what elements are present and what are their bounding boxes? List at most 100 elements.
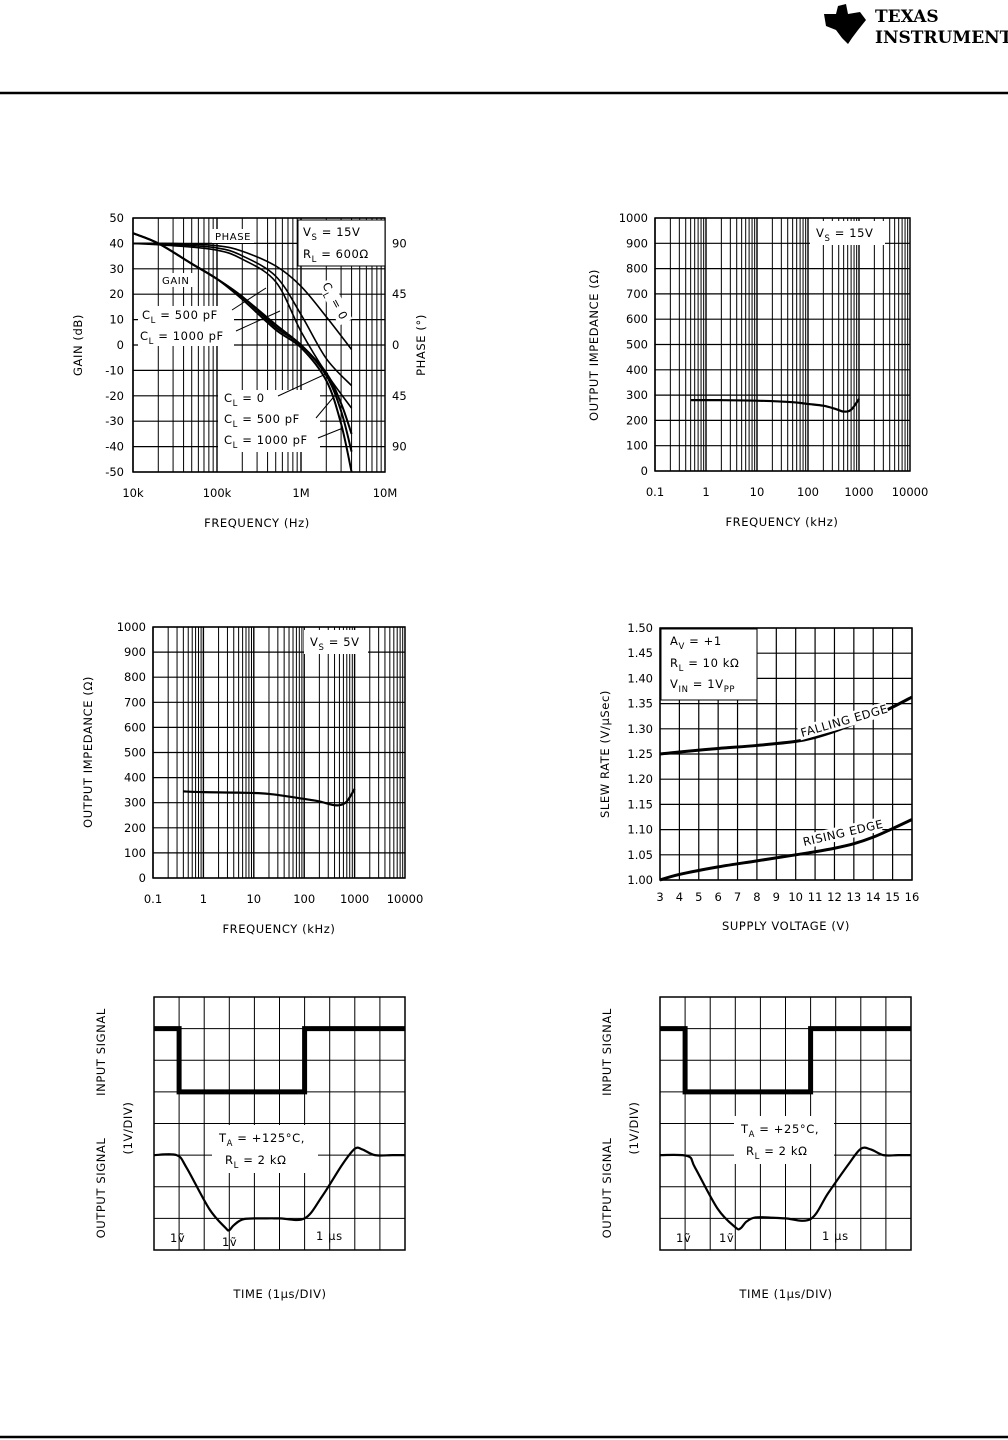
y-tick-label: 300 bbox=[626, 388, 648, 402]
vs-value: = 15V bbox=[830, 226, 873, 240]
y-tick-label: -20 bbox=[105, 389, 124, 403]
svg-text:RL = 10 kΩ: RL = 10 kΩ bbox=[670, 656, 739, 674]
x-tick-label: 14 bbox=[866, 890, 881, 904]
y-tick-label: 0 bbox=[117, 338, 124, 352]
vs-subscript: S bbox=[318, 643, 324, 653]
x-tick-label: 13 bbox=[847, 890, 862, 904]
vs-symbol: V bbox=[303, 225, 311, 239]
cl500-label: = 500 pF bbox=[238, 412, 300, 426]
scope-25c-annotations: TA = +25°C, RL = 2 kΩ 1ṽ 1ṽ 1 µs bbox=[676, 1116, 849, 1245]
x-tick-label: 1000 bbox=[844, 485, 873, 499]
arrow-icon bbox=[235, 310, 281, 332]
x-tick-label: 8 bbox=[753, 890, 760, 904]
ta-subscript: A bbox=[227, 1139, 233, 1149]
y-tick-label: 200 bbox=[124, 821, 146, 835]
svg-text:VS = 15V: VS = 15V bbox=[816, 226, 874, 244]
x-tick-label: 12 bbox=[827, 890, 842, 904]
cl-subscript: L bbox=[149, 337, 154, 347]
y-tick-label: -40 bbox=[105, 440, 124, 454]
ta-subscript: A bbox=[749, 1130, 755, 1140]
svg-text:RL = 600Ω: RL = 600Ω bbox=[303, 247, 369, 265]
y-tick-label: 1.45 bbox=[627, 646, 653, 660]
rl-symbol: R bbox=[746, 1144, 755, 1158]
impedance-15v-annotation: VS = 15V bbox=[810, 221, 885, 245]
x-tick-label: 10 bbox=[788, 890, 803, 904]
rl-subscript: L bbox=[312, 255, 317, 265]
chart-4: TIME (1µs/DIV) INPUT SIGNAL (1V/DIV) OUTPUT… bbox=[94, 996, 406, 1301]
grid bbox=[154, 997, 405, 1250]
svg-text:CL = 0: CL = 0 bbox=[224, 391, 265, 409]
volts-per-div-label: (1V/DIV) bbox=[627, 1102, 641, 1155]
marker-1: 1ṽ bbox=[676, 1231, 691, 1245]
vs-symbol: V bbox=[310, 635, 318, 649]
x-tick-label: 6 bbox=[714, 890, 721, 904]
x-tick-label: 1M bbox=[292, 486, 309, 500]
x-tick-label: 10 bbox=[246, 892, 261, 906]
chart-0: 10k 100k 1M 10M 50 40 30 20 10 0 -10 -20 -30 -40 -50 90… bbox=[71, 211, 428, 530]
y-axis-label: GAIN (dB) bbox=[71, 314, 85, 376]
brand-line-1: TEXAS bbox=[875, 7, 939, 27]
rl-symbol: R bbox=[303, 247, 312, 261]
arrow-icon bbox=[317, 427, 344, 439]
x-tick-label: 1 bbox=[200, 892, 207, 906]
cl-subscript: L bbox=[233, 399, 238, 409]
series-line-0 bbox=[183, 788, 356, 807]
vs-subscript: S bbox=[311, 233, 317, 243]
y-tick-label: 100 bbox=[626, 439, 648, 453]
av-subscript: V bbox=[678, 642, 684, 652]
cl-subscript: L bbox=[320, 291, 331, 300]
y-tick-label: 700 bbox=[124, 695, 146, 709]
x-tick-label: 9 bbox=[773, 890, 780, 904]
plot-frame bbox=[654, 217, 911, 472]
y-tick-label: 900 bbox=[626, 236, 648, 250]
x-axis-label: FREQUENCY (Hz) bbox=[204, 516, 310, 530]
svg-text:VS = 15V: VS = 15V bbox=[303, 225, 361, 243]
y-axis-label: OUTPUT IMPEDANCE (Ω) bbox=[587, 269, 601, 421]
vs-value: = 5V bbox=[324, 635, 359, 649]
y-tick-label: 600 bbox=[626, 312, 648, 326]
x-tick-label: 10k bbox=[122, 486, 144, 500]
rl-subscript: L bbox=[755, 1152, 760, 1162]
x-tick-label: 3 bbox=[656, 890, 663, 904]
vin-symbol: V bbox=[670, 677, 678, 691]
series-line-1 bbox=[153, 1146, 405, 1232]
y-tick-label: 1.00 bbox=[627, 873, 653, 887]
cl-symbol: C bbox=[140, 329, 149, 343]
cl-subscript: L bbox=[233, 420, 238, 430]
x-tick-label: 100 bbox=[797, 485, 819, 499]
vs-subscript: S bbox=[824, 234, 830, 244]
svg-text:CL = 500 pF: CL = 500 pF bbox=[224, 412, 300, 430]
svg-text:CL = 500 pF: CL = 500 pF bbox=[142, 308, 218, 326]
vin-subscript: IN bbox=[678, 685, 688, 695]
ta-symbol: T bbox=[740, 1122, 749, 1136]
y-tick-label: 40 bbox=[109, 236, 124, 250]
y-tick-label: 1000 bbox=[619, 211, 648, 225]
vs-symbol: V bbox=[816, 226, 824, 240]
x-tick-label: 15 bbox=[885, 890, 900, 904]
chart-3: 3 4 5 6 7 8 9 10 11 12 13 14 15 16 1.50 1.45 1.40 1.35 1.3… bbox=[598, 621, 919, 933]
ta-symbol: T bbox=[218, 1131, 227, 1145]
x-tick-label: 10000 bbox=[387, 892, 424, 906]
cl500-phase-label: = 500 pF bbox=[156, 308, 218, 322]
ti-logo: TEXAS INSTRUMENTS bbox=[824, 4, 1008, 48]
cl-symbol: C bbox=[224, 412, 233, 426]
marker-1us: 1 µs bbox=[822, 1229, 849, 1243]
y-tick-label: -10 bbox=[105, 363, 124, 377]
x-axis-label: FREQUENCY (kHz) bbox=[222, 922, 335, 936]
svg-text:CL = 0: CL = 0 bbox=[316, 280, 351, 324]
y2-tick-label: 45 bbox=[392, 287, 407, 301]
brand-line-2: INSTRUMENTS bbox=[875, 28, 1008, 48]
rl-symbol: R bbox=[670, 656, 679, 670]
y2-tick-label: 90 bbox=[392, 440, 407, 454]
y2-tick-label: 0 bbox=[392, 338, 399, 352]
y-tick-label: 1.35 bbox=[627, 697, 653, 711]
cl-subscript: L bbox=[151, 316, 156, 326]
x-tick-label: 10M bbox=[373, 486, 398, 500]
y-tick-label: 400 bbox=[626, 363, 648, 377]
x-tick-label: 5 bbox=[695, 890, 702, 904]
av-symbol: A bbox=[670, 634, 678, 648]
output-signal-label: OUTPUT SIGNAL bbox=[94, 1138, 108, 1239]
x-axis-label: TIME (1µs/DIV) bbox=[738, 1287, 832, 1301]
x-axis-label: SUPPLY VOLTAGE (V) bbox=[722, 919, 850, 933]
